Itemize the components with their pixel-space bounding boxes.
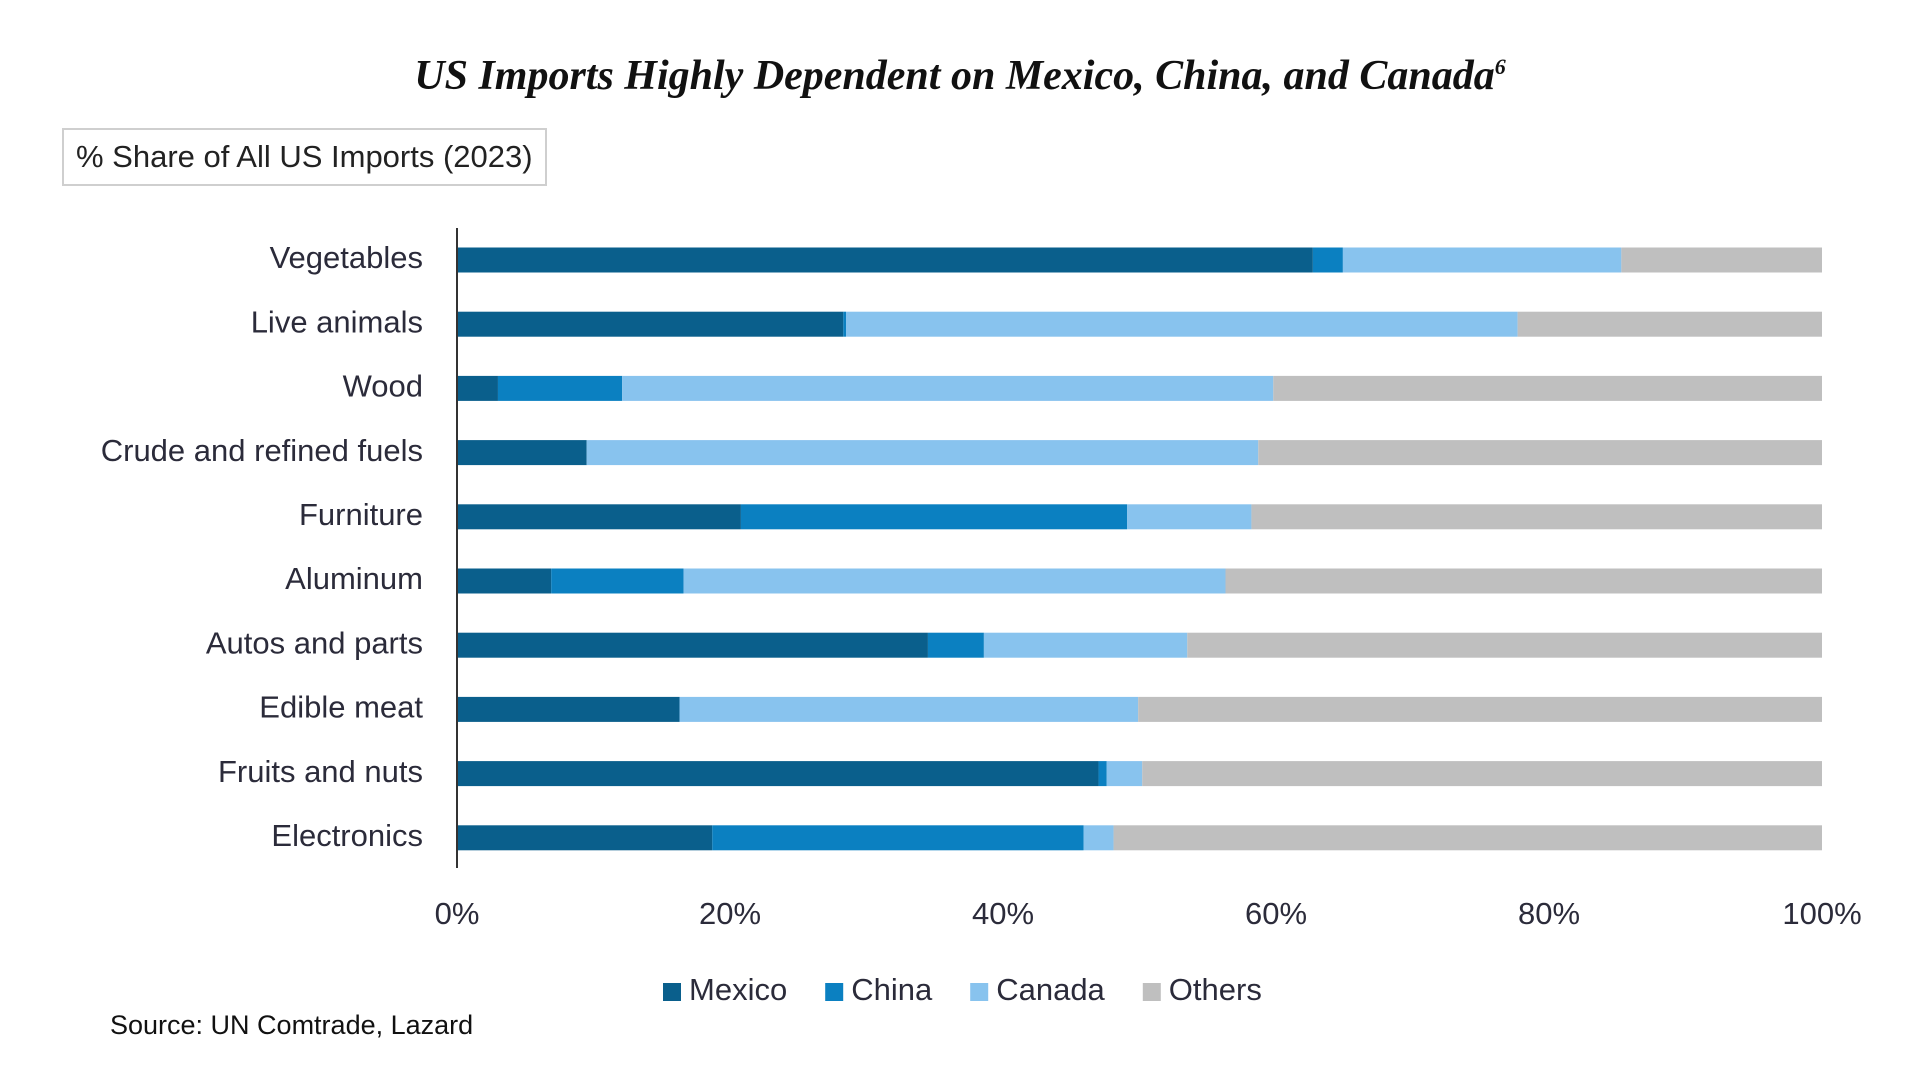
chart-title: US Imports Highly Dependent on Mexico, C… xyxy=(0,52,1920,100)
bar-electronics-mexico xyxy=(457,825,713,851)
bar-wood-canada xyxy=(622,375,1274,401)
bar-autos-and-parts-canada xyxy=(983,632,1188,658)
bar-aluminum-canada xyxy=(683,568,1226,594)
bar-crude-and-refined-fuels-canada xyxy=(586,440,1259,466)
bar-electronics-others xyxy=(1113,825,1822,851)
x-tick-label-5: 100% xyxy=(1782,896,1861,931)
bar-wood-mexico xyxy=(457,375,498,401)
bar-wood-others xyxy=(1273,375,1822,401)
legend-label-mexico: Mexico xyxy=(689,972,787,1007)
category-label-electronics: Electronics xyxy=(271,818,423,853)
bar-furniture-others xyxy=(1251,504,1822,530)
bar-edible-meat-canada xyxy=(679,696,1139,722)
category-label-crude-and-refined-fuels: Crude and refined fuels xyxy=(101,433,423,468)
bar-edible-meat-mexico xyxy=(457,696,680,722)
bar-live-animals-mexico xyxy=(457,311,844,337)
bar-live-animals-others xyxy=(1517,311,1822,337)
x-tick-label-3: 60% xyxy=(1245,896,1307,931)
bar-crude-and-refined-fuels-others xyxy=(1258,440,1822,466)
bar-autos-and-parts-others xyxy=(1187,632,1822,658)
bar-live-animals-china xyxy=(843,311,847,337)
legend-label-china: China xyxy=(851,972,933,1007)
category-label-fruits-and-nuts: Fruits and nuts xyxy=(218,754,423,789)
legend-label-canada: Canada xyxy=(996,972,1105,1007)
category-label-edible-meat: Edible meat xyxy=(259,690,423,725)
bar-furniture-china xyxy=(740,504,1128,530)
bar-fruits-and-nuts-china xyxy=(1098,761,1107,787)
bar-autos-and-parts-mexico xyxy=(457,632,928,658)
bar-furniture-canada xyxy=(1127,504,1252,530)
category-label-vegetables: Vegetables xyxy=(270,240,423,275)
bar-autos-and-parts-china xyxy=(927,632,984,658)
bar-vegetables-china xyxy=(1312,247,1343,273)
bar-fruits-and-nuts-others xyxy=(1142,761,1822,787)
legend-swatch-others xyxy=(1142,983,1161,1001)
x-tick-label-2: 40% xyxy=(972,896,1034,931)
category-label-aluminum: Aluminum xyxy=(285,561,423,596)
title-footnote: 6 xyxy=(1494,54,1506,79)
category-label-wood: Wood xyxy=(343,369,423,404)
bar-electronics-china xyxy=(712,825,1084,851)
bar-vegetables-mexico xyxy=(457,247,1313,273)
bar-vegetables-others xyxy=(1621,247,1822,273)
bar-vegetables-canada xyxy=(1342,247,1622,273)
x-tick-label-4: 80% xyxy=(1518,896,1580,931)
legend-swatch-china xyxy=(825,983,844,1001)
bar-wood-china xyxy=(497,375,623,401)
chart-title-text: US Imports Highly Dependent on Mexico, C… xyxy=(414,53,1495,99)
legend-label-others: Others xyxy=(1169,972,1262,1007)
bar-furniture-mexico xyxy=(457,504,741,530)
chart-subtitle: % Share of All US Imports (2023) xyxy=(62,128,547,186)
bar-crude-and-refined-fuels-mexico xyxy=(457,440,587,466)
x-tick-label-1: 20% xyxy=(699,896,761,931)
category-label-autos-and-parts: Autos and parts xyxy=(206,625,423,660)
legend-swatch-canada xyxy=(970,983,989,1001)
bar-fruits-and-nuts-mexico xyxy=(457,761,1099,787)
category-label-live-animals: Live animals xyxy=(251,304,423,339)
source-note: Source: UN Comtrade, Lazard xyxy=(110,1010,474,1040)
bar-electronics-canada xyxy=(1083,825,1114,851)
legend-swatch-mexico xyxy=(663,983,681,1001)
category-label-furniture: Furniture xyxy=(299,497,423,532)
x-tick-label-0: 0% xyxy=(435,896,480,931)
bar-live-animals-canada xyxy=(846,311,1518,337)
bar-aluminum-mexico xyxy=(457,568,552,594)
bar-fruits-and-nuts-canada xyxy=(1106,761,1143,787)
bar-edible-meat-others xyxy=(1138,696,1822,722)
bar-aluminum-others xyxy=(1225,568,1822,594)
bar-aluminum-china xyxy=(551,568,684,594)
